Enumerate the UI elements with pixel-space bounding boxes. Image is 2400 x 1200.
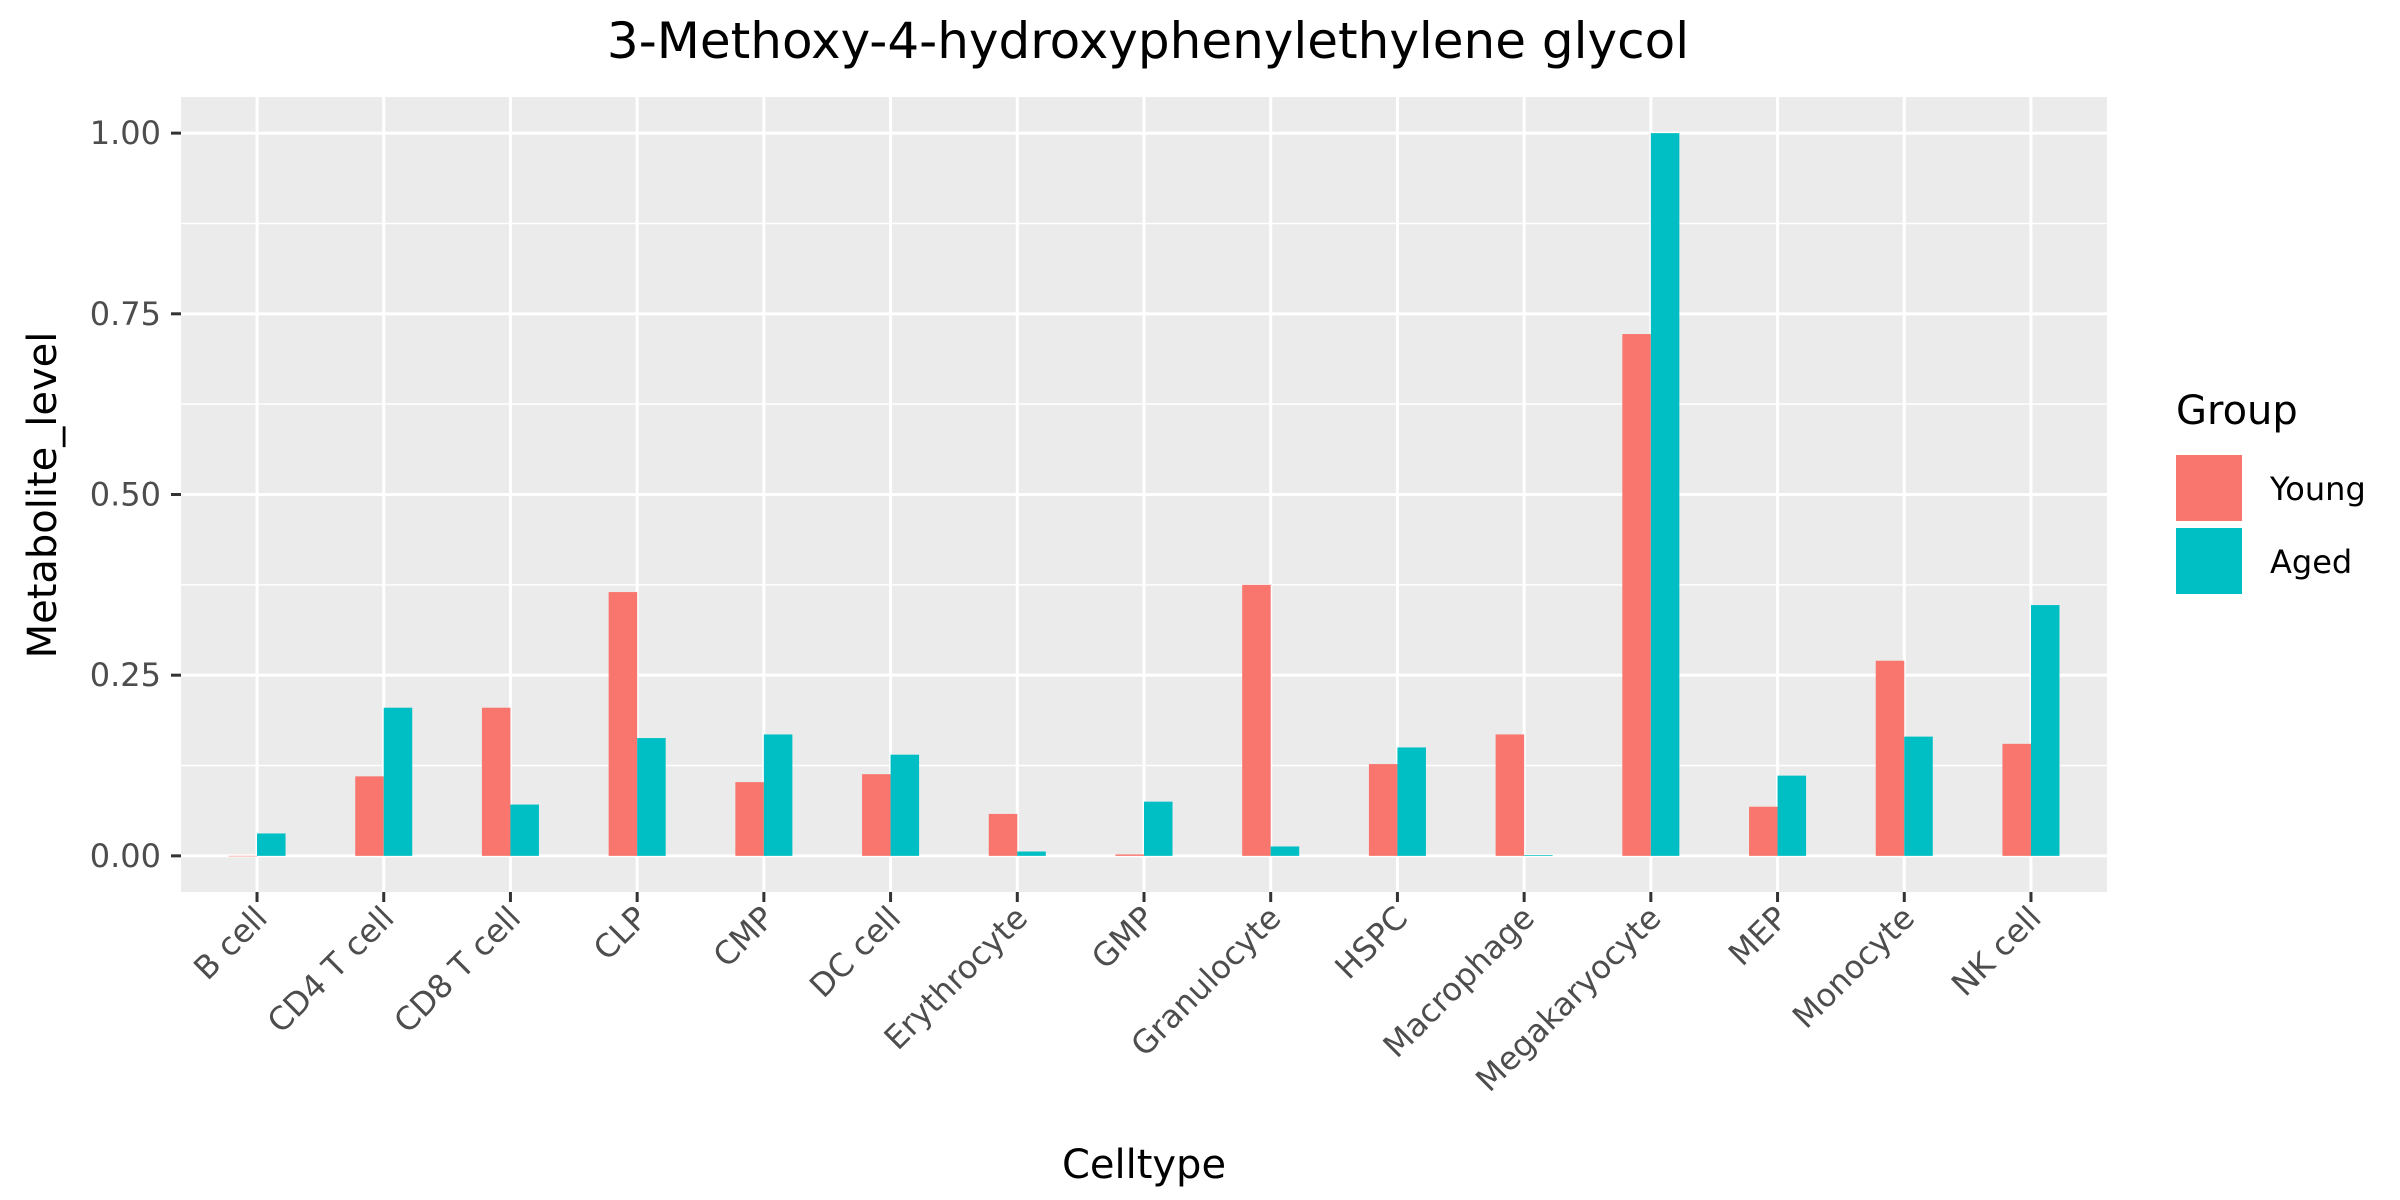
bar-aged <box>637 738 666 856</box>
y-tick-label: 0.00 <box>90 837 161 875</box>
bar-young <box>1242 584 1271 856</box>
bar-aged <box>890 754 920 856</box>
bar-aged <box>510 804 539 856</box>
legend-key-young <box>2176 455 2242 521</box>
bar-aged <box>2030 605 2060 856</box>
x-tick-label: HSPC <box>1327 899 1415 987</box>
x-tick-label: NK cell <box>1944 899 2049 1004</box>
bar-aged <box>1017 851 1046 856</box>
x-tick-label: CLP <box>586 899 655 968</box>
legend-title: Group <box>2176 388 2298 434</box>
bar-young <box>735 782 764 856</box>
y-axis: 0.00 0.25 0.50 0.75 1.00 <box>90 114 181 875</box>
bar-aged <box>1650 133 1680 856</box>
legend-items: Young Aged <box>2176 455 2366 594</box>
bar-young <box>608 592 638 856</box>
y-tick-label: 0.25 <box>90 656 161 694</box>
bar-young <box>1875 660 1905 856</box>
bar-young <box>2002 743 2031 856</box>
bar-young <box>1495 734 1525 856</box>
bar-aged <box>763 734 793 856</box>
x-tick-label: CD4 T cell <box>260 899 402 1041</box>
x-tick-label: CMP <box>706 899 782 975</box>
bar-aged <box>257 833 286 856</box>
bar-young <box>1749 806 1778 856</box>
bar-young <box>481 707 511 856</box>
bar-aged <box>1144 801 1173 856</box>
bar-young <box>1115 854 1144 856</box>
bar-aged <box>1524 855 1553 856</box>
bar-aged <box>383 707 413 856</box>
x-tick-label: DC cell <box>802 899 908 1005</box>
legend-label-young: Young <box>2269 470 2366 508</box>
x-tick-label: CD8 T cell <box>386 899 528 1041</box>
bar-young <box>1368 764 1398 856</box>
bar-young <box>988 813 1018 856</box>
bar-aged <box>1270 846 1300 856</box>
bar-aged <box>1904 736 1933 856</box>
bar-young <box>862 774 891 856</box>
legend-label-aged: Aged <box>2270 543 2352 581</box>
y-tick-label: 1.00 <box>90 114 161 152</box>
x-axis-title: Celltype <box>1062 1142 1226 1188</box>
legend: Group Young Aged <box>2176 388 2366 594</box>
y-tick-label: 0.50 <box>90 476 161 514</box>
y-axis-title: Metabolite_level <box>20 332 66 659</box>
y-tick-label: 0.75 <box>90 295 161 333</box>
x-tick-label: B cell <box>186 899 275 988</box>
bar-aged <box>1777 775 1807 856</box>
bars <box>228 133 2060 857</box>
legend-key-aged <box>2176 528 2242 594</box>
bar-young <box>228 855 258 857</box>
x-tick-label: MEP <box>1721 899 1795 973</box>
x-tick-label: Monocyte <box>1785 899 1922 1036</box>
chart-title: 3-Methoxy-4-hydroxyphenylethylene glycol <box>607 12 1689 70</box>
x-tick-label: GMP <box>1084 899 1162 977</box>
bar-young <box>355 776 384 856</box>
bar-aged <box>1397 747 1426 856</box>
bar-young <box>1622 334 1651 856</box>
